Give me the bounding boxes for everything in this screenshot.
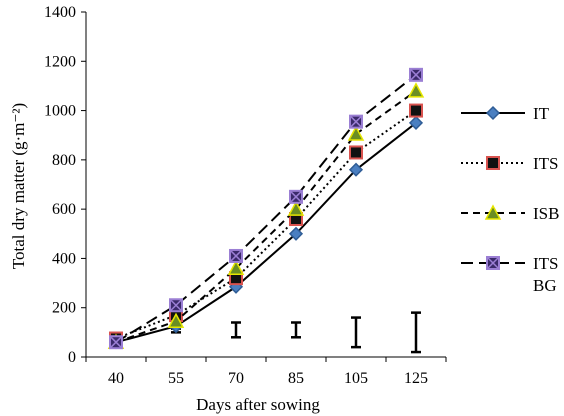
error-bars-layer xyxy=(171,311,421,354)
data-point xyxy=(167,312,185,329)
y-tick-label: 1200 xyxy=(44,53,76,70)
error-bar xyxy=(411,311,421,354)
y-tick-label: 0 xyxy=(68,349,76,366)
series-isb xyxy=(107,82,425,349)
y-tick-label: 1400 xyxy=(44,4,76,21)
data-point xyxy=(289,189,303,204)
legend-label: ITS xyxy=(533,254,559,273)
legend-item: IT xyxy=(461,104,550,123)
x-tick-label: 70 xyxy=(228,370,244,387)
y-tick-label: 200 xyxy=(52,300,76,317)
legend-item: ITS xyxy=(461,154,559,173)
data-point xyxy=(349,114,363,129)
data-point xyxy=(409,103,423,118)
data-point xyxy=(227,259,245,276)
legend-marker xyxy=(486,156,500,170)
x-tick-label: 55 xyxy=(168,370,184,387)
marker-cross xyxy=(290,191,302,203)
marker-cross xyxy=(410,69,422,81)
y-tick-label: 400 xyxy=(52,250,76,267)
y-axis-label: Total dry matter (g·m⁻²) xyxy=(9,103,28,269)
legend-marker xyxy=(486,256,500,270)
legend-label: ISB xyxy=(533,204,559,223)
series-line xyxy=(115,109,417,340)
data-point xyxy=(347,125,365,141)
legend: IT ITS ISB ITS BG xyxy=(461,104,559,295)
data-point xyxy=(109,335,123,350)
x-axis-label: Days after sowing xyxy=(196,395,320,414)
data-point xyxy=(169,298,183,313)
x-tick-label: 105 xyxy=(344,370,368,387)
legend-item: ISB xyxy=(461,204,559,223)
x-tick-label: 125 xyxy=(404,370,428,387)
data-point xyxy=(349,145,363,160)
marker-cross xyxy=(230,250,242,262)
data-point xyxy=(287,200,305,216)
y-tick-label: 600 xyxy=(52,201,76,218)
error-bar xyxy=(231,321,241,339)
marker-cross xyxy=(487,257,499,269)
series-layer xyxy=(107,67,425,350)
series-line xyxy=(115,74,417,344)
marker-cross xyxy=(170,299,182,311)
legend-marker xyxy=(485,105,501,121)
series-line xyxy=(115,90,417,344)
series-its-bg xyxy=(109,67,423,350)
data-point xyxy=(229,248,243,263)
series-it xyxy=(108,115,424,350)
data-point xyxy=(288,226,304,241)
legend-label: ITS xyxy=(533,154,559,173)
series-line xyxy=(115,122,417,344)
legend-label: BG xyxy=(533,276,557,295)
series-its xyxy=(109,103,423,346)
x-tick-label: 85 xyxy=(288,370,304,387)
data-point xyxy=(409,67,423,82)
data-point xyxy=(348,162,364,177)
data-point xyxy=(408,115,424,130)
legend-item: ITS BG xyxy=(461,254,559,295)
marker-cross xyxy=(350,116,362,128)
marker-cross xyxy=(110,336,122,348)
data-point xyxy=(407,82,425,98)
legend-marker xyxy=(484,204,502,220)
error-bar xyxy=(291,321,301,339)
y-tick-label: 800 xyxy=(52,152,76,169)
error-bar xyxy=(351,316,361,349)
x-tick-label: 40 xyxy=(108,370,124,387)
y-tick-label: 1000 xyxy=(44,103,76,120)
legend-label: IT xyxy=(533,104,550,123)
axes-layer: 0 200 400 600 800 1000 1200 1400 40 55 70 85 105 125 xyxy=(44,4,447,387)
